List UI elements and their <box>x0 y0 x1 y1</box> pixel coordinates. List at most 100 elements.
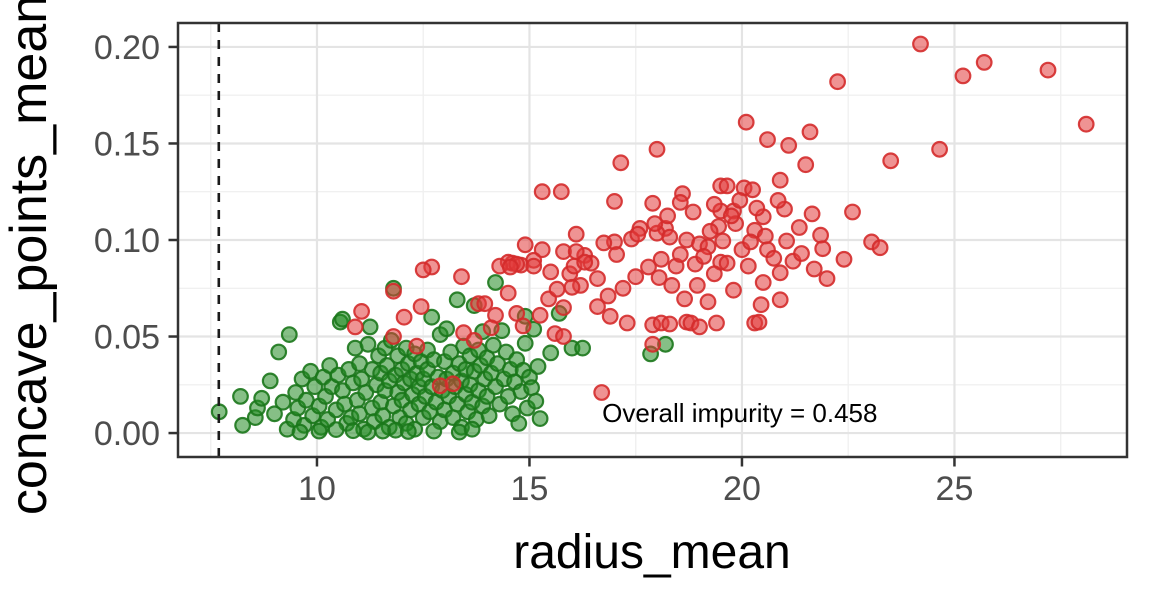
green-data-point <box>261 372 279 390</box>
green-data-point <box>270 343 288 361</box>
red-data-point <box>533 183 551 201</box>
red-data-point <box>671 246 689 263</box>
x-axis-title: radius_mean <box>513 526 791 579</box>
red-data-point <box>652 250 670 268</box>
red-data-point <box>778 232 795 250</box>
y-tick-label: 0.10 <box>94 222 160 260</box>
red-data-point <box>790 219 808 236</box>
red-data-point <box>695 247 713 265</box>
red-data-point <box>844 203 861 221</box>
red-data-point <box>606 192 623 210</box>
red-data-point <box>771 264 789 282</box>
red-data-point <box>408 337 426 355</box>
red-data-point <box>533 241 551 259</box>
red-data-point <box>931 140 948 158</box>
green-data-point <box>531 410 549 428</box>
red-data-point <box>499 284 517 302</box>
red-data-point <box>629 225 647 243</box>
green-data-point <box>425 422 443 440</box>
red-data-point <box>1077 115 1095 133</box>
green-data-point <box>234 416 252 434</box>
red-data-point <box>659 207 676 225</box>
red-data-point <box>1039 61 1057 79</box>
malignant-points-group <box>346 35 1095 401</box>
red-data-point <box>752 296 770 314</box>
y-tick-label: 0.05 <box>94 319 160 357</box>
red-data-point <box>759 131 776 149</box>
red-data-point <box>684 203 702 221</box>
red-data-point <box>818 270 836 288</box>
green-data-point <box>274 393 292 411</box>
red-data-point <box>395 308 413 326</box>
green-data-point <box>232 388 249 405</box>
green-data-point <box>344 422 362 440</box>
y-tick-label: 0.00 <box>94 415 160 453</box>
red-data-point <box>555 299 572 317</box>
red-data-point <box>688 277 706 294</box>
x-tick-label: 25 <box>936 470 974 508</box>
red-data-point <box>531 306 549 324</box>
red-data-point <box>552 183 570 201</box>
x-tick-label: 15 <box>511 470 549 508</box>
red-data-point <box>765 249 783 267</box>
green-data-point <box>359 335 377 353</box>
green-data-point <box>463 420 481 438</box>
red-data-point <box>646 215 664 233</box>
red-data-point <box>595 234 613 252</box>
red-data-point <box>780 136 798 154</box>
red-data-point <box>812 226 829 244</box>
green-data-point <box>359 423 377 441</box>
red-data-point <box>975 54 993 71</box>
y-tick-labels: 0.00 0.05 0.10 0.15 0.20 <box>94 29 160 453</box>
red-data-point <box>725 281 742 299</box>
green-data-point <box>527 392 545 410</box>
red-data-point <box>542 263 560 281</box>
red-data-point <box>644 335 662 353</box>
red-data-point <box>769 191 787 209</box>
green-data-point <box>480 407 498 425</box>
red-data-point <box>640 258 657 276</box>
red-data-point <box>708 314 725 332</box>
green-data-point <box>542 344 560 362</box>
red-data-point <box>465 332 483 349</box>
red-data-point <box>482 319 500 337</box>
axis-ticks <box>168 45 956 467</box>
x-tick-label: 10 <box>298 470 336 508</box>
red-data-point <box>385 328 402 345</box>
green-data-point <box>487 274 504 291</box>
red-data-point <box>737 113 755 131</box>
red-data-point <box>676 290 693 308</box>
red-data-point <box>589 270 606 288</box>
green-data-point <box>523 379 540 397</box>
green-data-point <box>280 326 298 344</box>
red-data-point <box>754 274 772 291</box>
red-data-point <box>699 293 717 311</box>
green-data-point <box>529 358 547 375</box>
red-data-point <box>612 154 630 172</box>
red-data-point <box>476 295 494 313</box>
red-data-point <box>644 194 662 212</box>
red-data-point <box>563 278 581 296</box>
green-data-point <box>253 389 271 407</box>
red-data-point <box>353 303 371 320</box>
red-data-point <box>614 279 632 297</box>
red-data-point <box>731 191 749 209</box>
green-data-point <box>438 320 456 338</box>
red-data-point <box>444 375 462 393</box>
red-data-point <box>593 384 611 401</box>
red-data-point <box>954 67 972 85</box>
red-data-point <box>414 261 432 279</box>
benign-points-group <box>210 274 674 441</box>
red-data-point <box>648 140 666 158</box>
red-data-point <box>650 269 668 287</box>
y-tick-label: 0.20 <box>94 29 160 67</box>
red-data-point <box>705 195 723 213</box>
red-data-point <box>453 268 470 286</box>
red-data-point <box>756 227 774 245</box>
red-data-point <box>771 291 789 309</box>
red-data-point <box>793 245 810 262</box>
green-data-point <box>334 310 351 328</box>
green-data-point <box>516 334 534 352</box>
red-data-point <box>829 73 846 91</box>
red-data-point <box>599 287 617 305</box>
